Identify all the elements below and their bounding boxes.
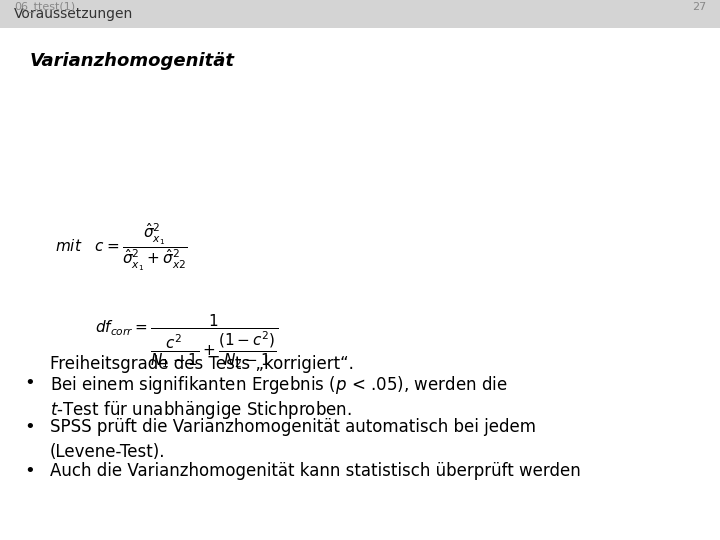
Text: •: • (24, 418, 35, 436)
Text: Bei einem signifikanten Ergebnis ($p$ < .05), werden die: Bei einem signifikanten Ergebnis ($p$ < … (50, 374, 508, 396)
Text: 06_ttest(1): 06_ttest(1) (14, 1, 75, 12)
Text: SPSS prüft die Varianzhomogenität automatisch bei jedem: SPSS prüft die Varianzhomogenität automa… (50, 418, 536, 436)
Text: Varianzhomogenität: Varianzhomogenität (30, 52, 235, 70)
Text: •: • (24, 374, 35, 392)
Text: 27: 27 (692, 2, 706, 12)
Bar (0, 0, 720, 28)
Text: $mit \quad c = \dfrac{\hat{\sigma}^2_{x_1}}{\hat{\sigma}^2_{x_1} + \hat{\sigma}^: $mit \quad c = \dfrac{\hat{\sigma}^2_{x_… (55, 222, 188, 273)
Text: Auch die Varianzhomogenität kann statistisch überprüft werden: Auch die Varianzhomogenität kann statist… (50, 462, 581, 480)
Text: Voraussetzungen: Voraussetzungen (14, 7, 133, 21)
Text: $t$-Test für unabhängige Stichproben.: $t$-Test für unabhängige Stichproben. (50, 399, 352, 421)
Text: •: • (24, 462, 35, 480)
Text: $df_{corr} = \dfrac{1}{\dfrac{c^2}{N_1-1} + \dfrac{(1-c^2)}{N_2-1}}$: $df_{corr} = \dfrac{1}{\dfrac{c^2}{N_1-1… (95, 312, 279, 370)
Text: Freiheitsgrade des Tests „korrigiert“.: Freiheitsgrade des Tests „korrigiert“. (50, 355, 354, 373)
Text: (Levene-Test).: (Levene-Test). (50, 443, 166, 461)
